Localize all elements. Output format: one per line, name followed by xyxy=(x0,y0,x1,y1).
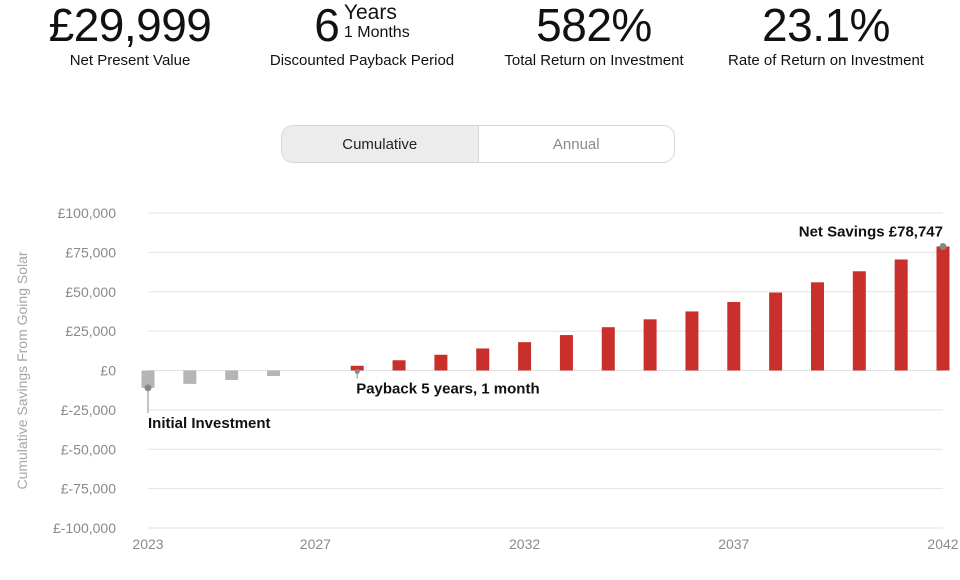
payback-value: 6 Years 1 Months xyxy=(262,0,462,50)
bar xyxy=(434,354,448,371)
bar xyxy=(518,342,532,371)
payback-years-unit: Years xyxy=(343,1,397,24)
view-toggle: Cumulative Annual xyxy=(281,125,675,163)
annotation-net-savings: Net Savings £78,747 xyxy=(799,223,943,240)
x-tick-label: 2027 xyxy=(300,536,331,552)
total-return-label: Total Return on Investment xyxy=(504,52,684,69)
npv-label: Net Present Value xyxy=(69,52,191,69)
y-tick-label: £-25,000 xyxy=(61,402,116,418)
bar xyxy=(267,370,281,377)
annotation-marker xyxy=(354,369,360,374)
bar xyxy=(894,259,908,371)
x-tick-label: 2042 xyxy=(927,536,958,552)
annotation-payback: Payback 5 years, 1 month xyxy=(356,381,539,398)
bar xyxy=(392,360,406,371)
bar xyxy=(685,311,699,371)
payback-years-number: 6 xyxy=(314,0,340,51)
annotation-initial-investment: Initial Investment xyxy=(148,415,271,432)
bar xyxy=(476,348,490,371)
bar xyxy=(810,282,824,371)
bar xyxy=(727,301,741,371)
bar xyxy=(852,271,866,371)
y-tick-label: £-75,000 xyxy=(61,481,116,497)
y-tick-label: £-100,000 xyxy=(53,520,116,536)
rate-return-label: Rate of Return on Investment xyxy=(728,52,924,69)
rate-return-value: 23.1% xyxy=(762,0,890,51)
bar xyxy=(350,365,364,371)
cumulative-savings-chart: £100,000 £75,000 £50,000 £25,000 £0 £-25,000 £… xyxy=(14,205,959,552)
bar xyxy=(769,292,783,371)
payback-units: Years 1 Months xyxy=(344,2,410,42)
total-return-metric: 582% Total Return on Investment xyxy=(494,0,694,70)
y-axis-title: Cumulative Savings From Going Solar xyxy=(14,251,30,489)
bar xyxy=(936,246,950,371)
bar xyxy=(559,335,573,371)
annotation-marker xyxy=(144,384,152,392)
bar xyxy=(141,370,155,388)
y-tick-label: £50,000 xyxy=(65,284,116,300)
y-tick-label: £100,000 xyxy=(58,205,117,221)
bar xyxy=(643,319,657,371)
toggle-cumulative[interactable]: Cumulative xyxy=(282,126,479,162)
net-present-value-metric: £29,999 Net Present Value xyxy=(30,0,230,70)
toggle-annual[interactable]: Annual xyxy=(478,126,674,162)
annotation-marker xyxy=(939,242,947,250)
npv-value: £29,999 xyxy=(48,0,212,51)
bar xyxy=(225,370,239,380)
y-tick-label: £-50,000 xyxy=(61,441,116,457)
x-tick-label: 2032 xyxy=(509,536,540,552)
rate-of-return-metric: 23.1% Rate of Return on Investment xyxy=(726,0,926,70)
payback-period-metric: 6 Years 1 Months Discounted Payback Peri… xyxy=(262,0,462,70)
x-tick-label: 2023 xyxy=(132,536,163,552)
payback-months: 1 Months xyxy=(343,24,410,41)
total-return-value: 582% xyxy=(536,0,652,51)
y-tick-label: £25,000 xyxy=(65,323,116,339)
x-tick-label: 2037 xyxy=(718,536,749,552)
payback-label: Discounted Payback Period xyxy=(269,52,455,69)
y-tick-label: £75,000 xyxy=(65,244,116,260)
bar xyxy=(183,370,197,384)
bar xyxy=(601,327,615,371)
y-tick-label: £0 xyxy=(100,363,116,379)
